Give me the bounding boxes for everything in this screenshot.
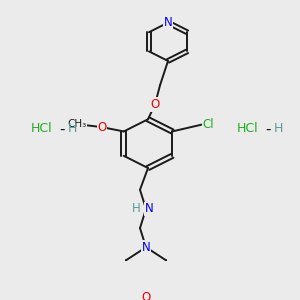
Text: Cl: Cl (202, 118, 214, 131)
Text: N: N (164, 16, 172, 29)
Text: HCl: HCl (237, 122, 259, 135)
Text: N: N (145, 202, 153, 215)
Text: H: H (132, 202, 140, 215)
Text: H: H (67, 122, 77, 135)
Text: N: N (142, 241, 150, 254)
Text: HCl: HCl (31, 122, 53, 135)
Text: O: O (97, 121, 106, 134)
Text: CH₃: CH₃ (67, 119, 86, 130)
Text: -: - (59, 121, 65, 136)
Text: -: - (265, 121, 271, 136)
Text: O: O (150, 98, 160, 111)
Text: H: H (273, 122, 283, 135)
Text: O: O (141, 291, 151, 300)
